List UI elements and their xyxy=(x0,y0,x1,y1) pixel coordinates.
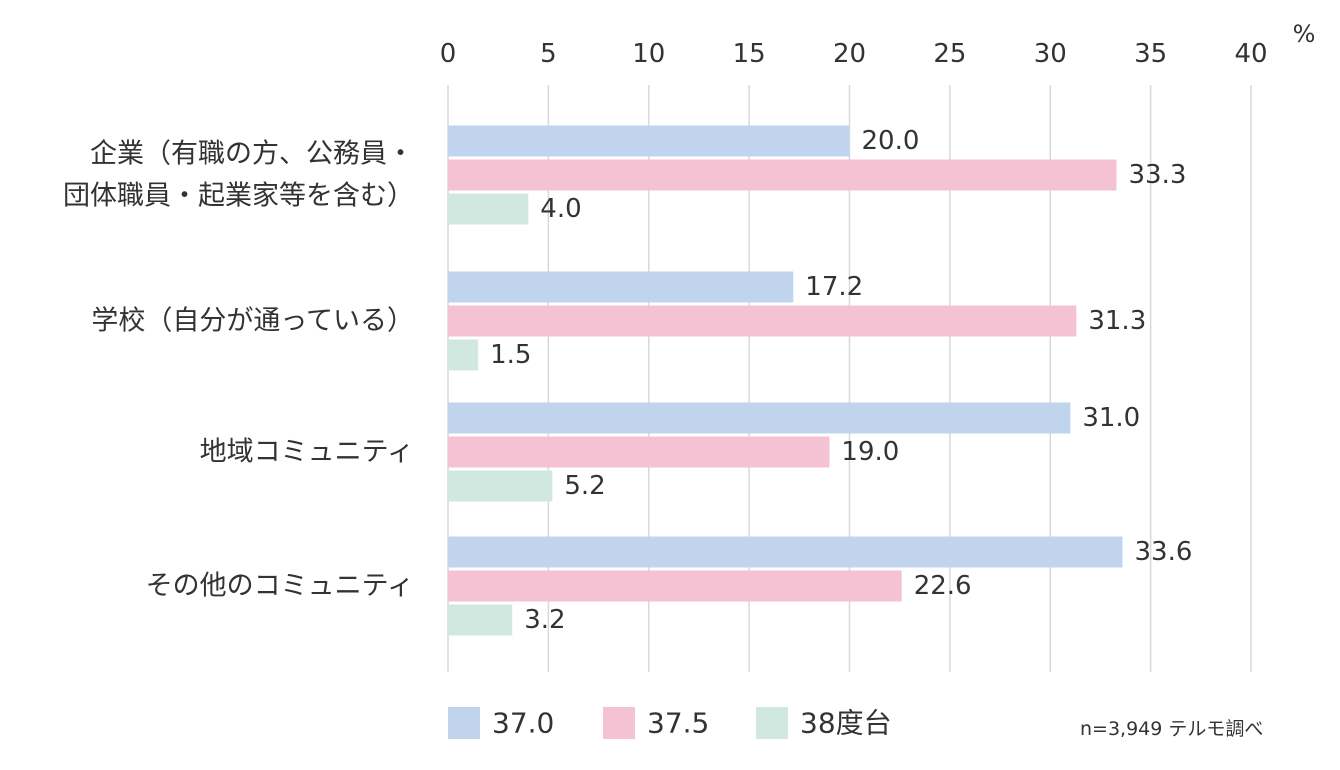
data-label-cat1-series0: 17.2 xyxy=(805,272,863,302)
x-tick-label-20: 20 xyxy=(833,39,866,69)
bar-cat3-series0 xyxy=(448,536,1123,568)
bar-cat3-series2 xyxy=(448,604,513,636)
data-label-cat2-series0: 31.0 xyxy=(1082,403,1140,433)
x-tick-label-35: 35 xyxy=(1134,39,1167,69)
category-label-1: 学校（自分が通っている） xyxy=(91,306,414,337)
bars xyxy=(448,125,1123,636)
bar-cat0-series0 xyxy=(448,125,850,157)
source-note: n=3,949 テルモ調べ xyxy=(1080,718,1263,740)
bar-cat0-series1 xyxy=(448,159,1117,191)
x-axis-ticks: 0 5 10 15 20 25 30 35 40 xyxy=(440,39,1268,69)
bar-cat2-series1 xyxy=(448,436,830,468)
bar-cat2-series0 xyxy=(448,402,1071,434)
data-label-cat2-series2: 5.2 xyxy=(564,471,605,501)
x-tick-label-15: 15 xyxy=(733,39,766,69)
legend: 37.0 37.5 38度台 xyxy=(448,707,892,740)
legend-label-0: 37.0 xyxy=(492,707,554,740)
bar-cat1-series1 xyxy=(448,305,1077,337)
x-tick-label-10: 10 xyxy=(632,39,665,69)
data-label-cat3-series0: 33.6 xyxy=(1135,537,1193,567)
x-tick-label-25: 25 xyxy=(933,39,966,69)
data-label-cat1-series2: 1.5 xyxy=(490,340,531,370)
data-label-cat1-series1: 31.3 xyxy=(1088,306,1146,336)
x-tick-label-30: 30 xyxy=(1034,39,1067,69)
bar-cat0-series2 xyxy=(448,193,529,225)
bar-cat1-series0 xyxy=(448,271,794,303)
legend-swatch-0 xyxy=(448,707,480,739)
data-label-cat3-series1: 22.6 xyxy=(914,571,972,601)
legend-label-1: 37.5 xyxy=(647,707,709,740)
category-labels: 企業（有職の方、公務員・団体職員・起業家等を含む） 学校（自分が通っている） 地域コ… xyxy=(63,139,414,602)
unit-label: % xyxy=(1293,20,1316,48)
legend-swatch-2 xyxy=(756,707,788,739)
category-label-0-line-1: 団体職員・起業家等を含む） xyxy=(63,181,414,212)
bar-cat2-series2 xyxy=(448,470,553,502)
legend-label-2: 38度台 xyxy=(800,707,892,740)
category-label-3: その他のコミュニティ xyxy=(146,571,414,602)
category-label-2: 地域コミュニティ xyxy=(200,437,414,468)
bar-cat1-series2 xyxy=(448,339,479,371)
bar-cat3-series1 xyxy=(448,570,902,602)
x-tick-label-5: 5 xyxy=(540,39,557,69)
data-label-cat0-series0: 20.0 xyxy=(862,126,920,156)
data-label-cat3-series2: 3.2 xyxy=(524,605,565,635)
data-label-cat0-series1: 33.3 xyxy=(1128,160,1186,190)
data-label-cat2-series1: 19.0 xyxy=(841,437,899,467)
x-tick-label-0: 0 xyxy=(440,39,457,69)
x-tick-label-40: 40 xyxy=(1234,39,1267,69)
legend-swatch-1 xyxy=(603,707,635,739)
category-label-0-line-0: 企業（有職の方、公務員・ xyxy=(90,139,414,170)
data-label-cat0-series2: 4.0 xyxy=(540,194,581,224)
data-labels: 20.0 33.3 4.0 17.2 31.3 1.5 31.0 19.0 5.2 33.6 22.… xyxy=(490,126,1192,635)
